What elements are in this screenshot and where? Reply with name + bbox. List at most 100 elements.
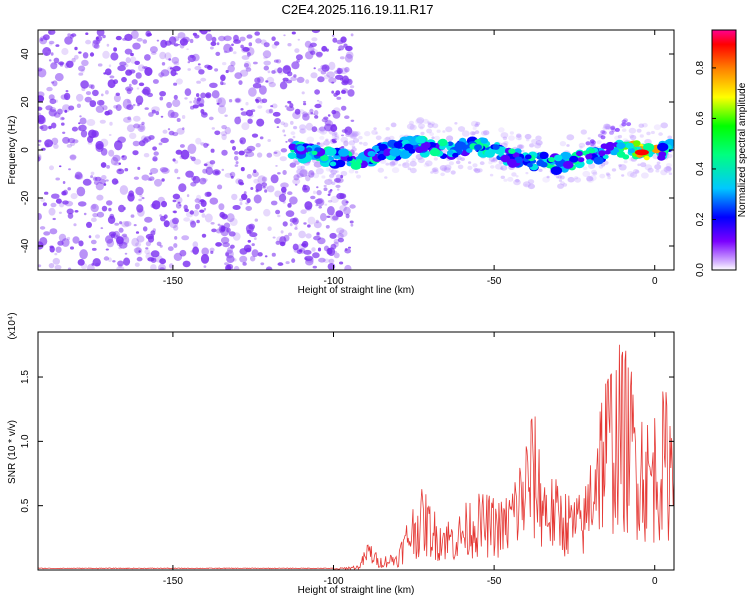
spectrogram-noise-blob — [222, 62, 227, 66]
spectrogram-noise-blob — [192, 246, 200, 255]
spectrogram-noise-blob — [59, 62, 64, 67]
spectrogram-halo-blob — [475, 121, 481, 126]
spectrogram-halo-blob — [332, 133, 336, 137]
spectrogram-noise-blob — [189, 155, 193, 159]
spectrogram-halo-blob — [312, 173, 320, 179]
spectrogram-ridge-blob — [643, 155, 650, 161]
spectrogram-ridge-blob — [576, 150, 583, 157]
spectrogram-halo-blob — [408, 120, 414, 125]
spectrogram-noise-blob — [48, 31, 52, 35]
spectrogram-noise-blob — [134, 262, 140, 267]
spectrogram-noise-blob — [183, 217, 191, 222]
spectrogram-noise-blob — [109, 213, 115, 220]
spectrogram-noise-blob — [318, 100, 323, 106]
spectrogram-noise-blob — [38, 114, 45, 125]
spectrogram-noise-blob — [158, 263, 166, 270]
spectrogram-noise-blob — [313, 221, 322, 229]
spectrogram-noise-blob — [217, 184, 223, 190]
spectrogram-noise-blob — [57, 240, 64, 246]
spectrogram-noise-blob — [294, 227, 298, 230]
spectrogram-halo-blob — [455, 160, 461, 165]
spectrogram-noise-blob — [38, 264, 42, 268]
spectrogram-halo-blob — [470, 131, 476, 136]
spectrogram-noise-blob — [95, 140, 104, 150]
spectrogram-noise-blob — [282, 65, 292, 74]
spectrogram-noise-blob — [191, 156, 196, 162]
spectrogram-halo-blob — [299, 124, 307, 131]
spectrogram-noise-blob — [48, 125, 52, 130]
spectrogram-noise-blob — [166, 101, 173, 109]
spectrogram-halo-blob — [390, 122, 397, 128]
snr-xtick-label: 0 — [652, 576, 658, 587]
spectrogram-noise-blob — [245, 202, 249, 205]
spectrogram-halo-blob — [293, 125, 297, 130]
spectrogram-noise-blob — [118, 227, 124, 233]
spectrogram-noise-blob — [182, 36, 190, 43]
spectrogram-noise-blob — [277, 214, 281, 218]
spectrogram-halo-blob — [637, 163, 641, 167]
spectrogram-noise-blob — [80, 130, 88, 138]
spectrogram-halo-blob — [574, 176, 579, 180]
spectrogram-noise-blob — [294, 108, 301, 115]
spectrogram-noise-blob — [243, 244, 252, 252]
spectrogram-noise-blob — [227, 246, 233, 254]
spectrogram-noise-blob — [77, 126, 82, 131]
spectrogram-noise-blob — [293, 74, 297, 78]
spectrogram-noise-blob — [48, 207, 56, 216]
spectrogram-ytick-label: 40 — [20, 48, 31, 60]
spectrogram-noise-blob — [316, 142, 321, 145]
spectrogram-noise-blob — [118, 241, 128, 249]
spectrogram-halo-blob — [364, 131, 371, 137]
spectrogram-noise-blob — [62, 181, 66, 184]
spectrogram-halo-blob — [432, 123, 439, 129]
spectrogram-noise-blob — [241, 122, 250, 131]
spectrogram-noise-blob — [324, 120, 333, 127]
spectrogram-halo-blob — [328, 178, 333, 182]
spectrogram-noise-blob — [200, 254, 210, 264]
spectrogram-halo-blob — [668, 172, 673, 175]
spectrogram-halo-blob — [617, 134, 623, 139]
spectrogram-noise-blob — [311, 126, 318, 133]
spectrogram-noise-blob — [265, 109, 272, 114]
spectrogram-noise-blob — [307, 224, 311, 228]
spectrogram-noise-blob — [85, 91, 92, 96]
spectrogram-noise-blob — [217, 105, 227, 115]
spectrogram-noise-blob — [117, 136, 126, 144]
spectrogram-noise-blob — [248, 223, 255, 230]
colorbar-tick-label: 0.2 — [695, 212, 706, 226]
spectrogram-noise-blob — [235, 161, 239, 165]
spectrogram-ridge-blob — [325, 147, 337, 156]
spectrogram-noise-blob — [296, 173, 304, 178]
spectrogram-halo-blob — [373, 127, 377, 130]
spectrogram-noise-blob — [337, 67, 341, 70]
spectrogram-halo-blob — [391, 160, 398, 166]
spectrogram-noise-blob — [220, 131, 228, 137]
spectrogram-noise-blob — [257, 105, 263, 109]
spectrogram-noise-blob — [151, 51, 157, 55]
spectrogram-noise-blob — [343, 206, 351, 215]
spectrogram-noise-blob — [294, 160, 300, 165]
spectrogram-noise-blob — [198, 103, 205, 108]
spectrogram-noise-blob — [334, 138, 337, 141]
spectrogram-noise-blob — [159, 258, 167, 265]
spectrogram-noise-blob — [138, 250, 141, 253]
spectrogram-noise-blob — [115, 234, 119, 238]
spectrogram-halo-blob — [598, 165, 604, 169]
spectrogram-noise-blob — [337, 188, 340, 191]
spectrogram-noise-blob — [162, 129, 168, 134]
spectrogram-noise-blob — [38, 95, 45, 103]
spectrogram-noise-blob — [124, 252, 128, 255]
chart-title: C2E4.2025.116.19.11.R17 — [281, 2, 434, 17]
spectrogram-noise-blob — [78, 124, 87, 132]
spectrogram-noise-blob — [327, 193, 331, 196]
spectrogram-halo-blob — [434, 135, 440, 141]
spectrogram-noise-blob — [332, 123, 336, 127]
spectrogram-noise-blob — [159, 96, 164, 101]
snr-ytick-label: 1.0 — [20, 434, 31, 448]
spectrogram-noise-blob — [63, 92, 71, 101]
spectrogram-noise-blob — [121, 155, 125, 158]
spectrogram-ridge-blob — [438, 138, 448, 147]
spectrogram-noise-blob — [337, 233, 344, 239]
spectrogram-noise-blob — [160, 69, 170, 77]
spectrogram-noise-blob — [324, 66, 329, 72]
